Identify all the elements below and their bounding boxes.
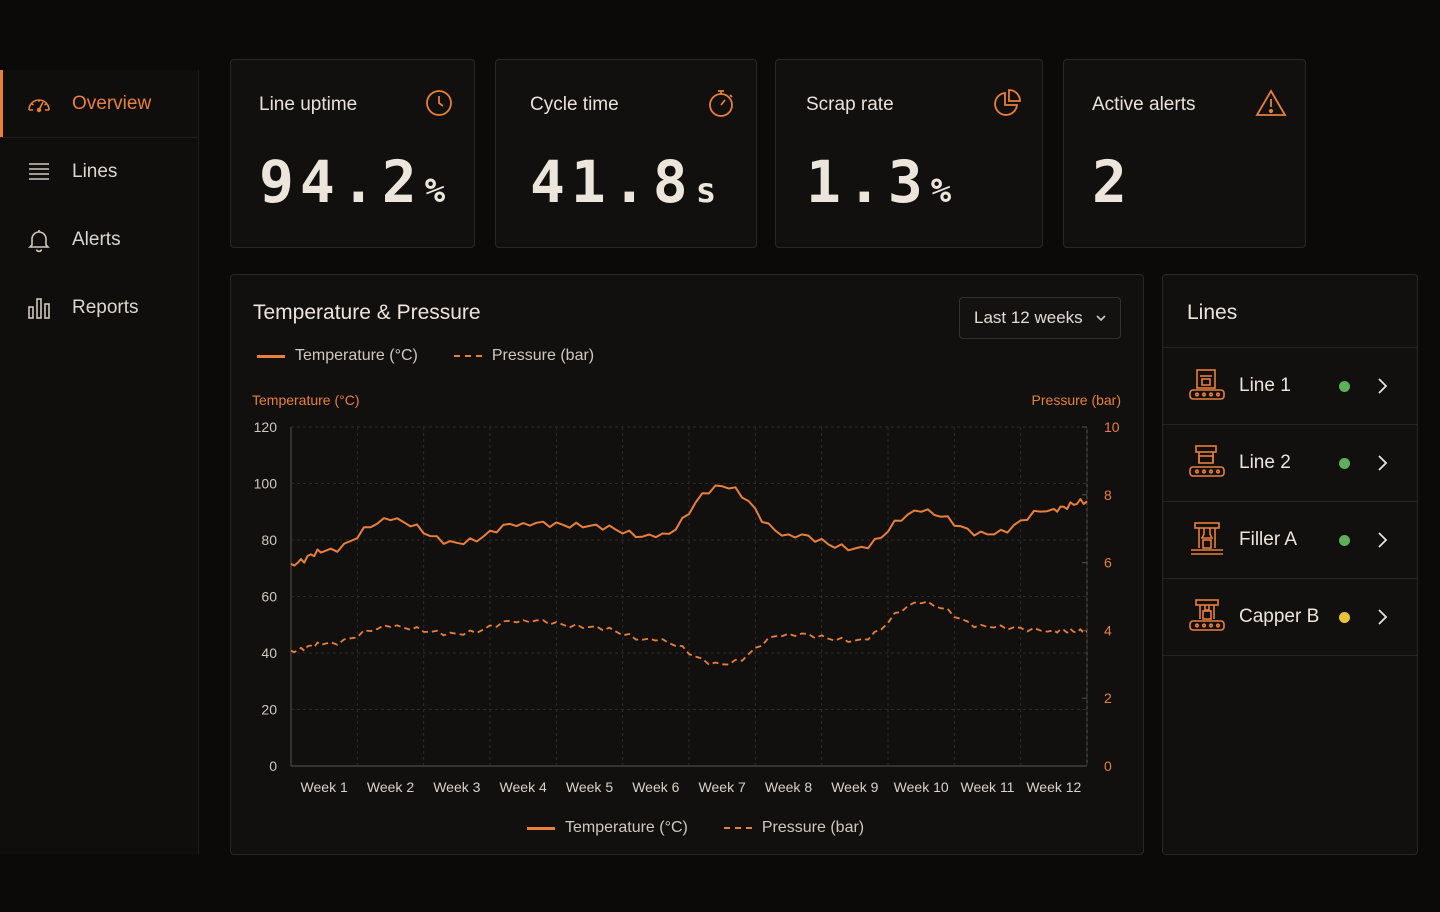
capper-icon	[1189, 599, 1225, 631]
status-dot	[1339, 380, 1350, 392]
machine-icon	[1189, 445, 1225, 477]
y-left-tick-label: 0	[269, 758, 277, 774]
y-left-tick-label: 20	[261, 702, 277, 718]
legend-swatch-dashed	[453, 355, 482, 357]
warning-icon	[1255, 88, 1287, 118]
y-left-tick-label: 100	[254, 476, 278, 492]
x-tick-label: Week 2	[367, 779, 414, 795]
legend-label: Temperature (°C)	[295, 347, 418, 364]
chart-panel: Temperature & Pressure Temperature (°C) …	[230, 274, 1144, 855]
sidebar-item-label: Reports	[72, 297, 139, 318]
kpi-value: 41.8s	[530, 148, 717, 216]
legend-label: Pressure (bar)	[761, 819, 865, 836]
line-name: Line 1	[1239, 375, 1291, 396]
y-right-tick-label: 0	[1104, 758, 1112, 774]
x-tick-label: Week 7	[699, 779, 746, 795]
sidebar-item-label: Alerts	[72, 229, 121, 250]
y-left-tick-label: 80	[261, 532, 277, 548]
range-dropdown-value: Last 12 weeks	[974, 308, 1083, 327]
line-name: Line 2	[1239, 452, 1291, 473]
x-tick-label: Week 5	[566, 779, 613, 795]
x-tick-label: Week 9	[831, 779, 878, 795]
kpi-value: 1.3%	[806, 148, 952, 216]
sidebar-item-lines[interactable]: Lines	[0, 138, 198, 206]
x-tick-label: Week 4	[500, 779, 547, 795]
status-dot	[1339, 534, 1350, 546]
x-tick-label: Week 8	[765, 779, 812, 795]
y-left-tick-label: 120	[254, 419, 278, 435]
y-left-tick-label: 40	[261, 645, 277, 661]
chevron-right-icon	[1378, 609, 1388, 625]
sidebar-item-alerts[interactable]: Alerts	[0, 206, 198, 274]
line-row-line-1[interactable]: Line 1	[1163, 347, 1417, 424]
kpi-card-active-alerts: Active alerts 2	[1063, 59, 1306, 248]
sidebar-item-overview[interactable]: Overview	[0, 70, 198, 138]
sidebar-item-reports[interactable]: Reports	[0, 274, 198, 342]
y-right-tick-label: 6	[1104, 555, 1112, 571]
y-right-tick-label: 10	[1104, 419, 1120, 435]
chevron-down-icon	[1096, 315, 1106, 322]
legend-swatch-solid	[527, 826, 555, 830]
lines-panel: Lines Line 1 Line 2 Filler A Capp	[1162, 274, 1418, 855]
y-left-axis-label: Temperature (°C)	[252, 392, 360, 408]
kpi-label: Active alerts	[1092, 94, 1196, 115]
sidebar-item-label: Lines	[72, 161, 118, 182]
x-tick-label: Week 11	[961, 779, 1015, 795]
bell-icon	[26, 227, 52, 253]
temperature-series-line	[290, 484, 1088, 567]
clock-icon	[424, 88, 454, 118]
y-right-tick-label: 4	[1104, 622, 1112, 638]
kpi-label: Cycle time	[530, 94, 619, 115]
x-tick-label: Week 12	[1026, 779, 1081, 795]
kpi-value: 2	[1092, 148, 1133, 216]
chart-title: Temperature & Pressure	[253, 301, 481, 324]
chart-legend-top: Temperature (°C) Pressure (bar)	[257, 347, 594, 365]
legend-swatch-dashed	[723, 827, 752, 829]
chevron-right-icon	[1378, 455, 1388, 471]
stopwatch-icon	[706, 88, 736, 118]
kpi-label: Scrap rate	[806, 94, 894, 115]
pie-icon	[992, 88, 1022, 118]
y-right-tick-label: 8	[1104, 487, 1112, 503]
chevron-right-icon	[1378, 532, 1388, 548]
gauge-icon	[26, 91, 52, 117]
lines-panel-title: Lines	[1187, 301, 1238, 324]
line-name: Filler A	[1239, 529, 1298, 550]
legend-label: Pressure (bar)	[491, 347, 595, 364]
line-row-capper-b[interactable]: Capper B	[1163, 578, 1417, 656]
chevron-right-icon	[1378, 378, 1388, 394]
line-name: Capper B	[1239, 606, 1320, 627]
y-left-tick-label: 60	[261, 589, 277, 605]
machine-icon	[1189, 369, 1225, 400]
kpi-card-cycle-time: Cycle time 41.8s	[495, 59, 757, 248]
sidebar: Overview Lines Alerts Reports	[0, 70, 199, 854]
kpi-label: Line uptime	[259, 94, 358, 115]
bar-chart-icon	[26, 295, 52, 321]
kpi-card-scrap-rate: Scrap rate 1.3%	[775, 59, 1043, 248]
kpi-card-uptime: Line uptime 94.2%	[230, 59, 475, 248]
x-tick-label: Week 1	[301, 779, 348, 795]
line-row-filler-a[interactable]: Filler A	[1163, 501, 1417, 578]
chart-legend-bottom: Temperature (°C) Pressure (bar)	[527, 819, 864, 837]
range-dropdown[interactable]: Last 12 weeks	[959, 297, 1121, 339]
status-dot	[1339, 611, 1350, 623]
sidebar-item-label: Overview	[72, 92, 152, 114]
line-row-line-2[interactable]: Line 2	[1163, 424, 1417, 501]
pressure-series-line	[290, 600, 1088, 666]
x-tick-label: Week 6	[632, 779, 679, 795]
legend-label: Temperature (°C)	[565, 819, 688, 836]
y-right-tick-label: 2	[1104, 690, 1112, 706]
legend-swatch-solid	[257, 354, 285, 358]
status-dot	[1339, 457, 1350, 469]
filler-icon	[1191, 522, 1223, 555]
x-tick-label: Week 10	[894, 779, 949, 795]
kpi-value: 94.2%	[259, 148, 446, 216]
line-chart: Temperature (°C) Pressure (bar) 12010080…	[252, 392, 1121, 795]
y-right-axis-label: Pressure (bar)	[1032, 392, 1121, 408]
list-icon	[26, 159, 52, 185]
x-tick-label: Week 3	[433, 779, 480, 795]
